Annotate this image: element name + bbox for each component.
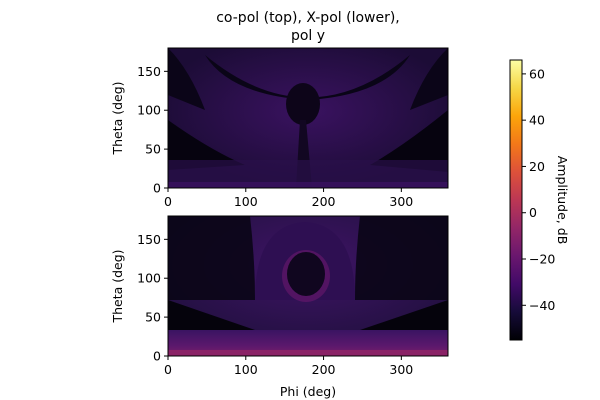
bottom-x-tick-label: 300 bbox=[389, 362, 413, 377]
colorbar-tick-label: 0 bbox=[529, 205, 537, 220]
bottom-y-tick-label: 150 bbox=[137, 232, 161, 247]
top-x-tick-label: 300 bbox=[389, 194, 413, 209]
top-y-tick-label: 100 bbox=[137, 103, 161, 118]
top-x-tick-label: 0 bbox=[164, 194, 172, 209]
bottom-y-tick-label: 50 bbox=[145, 310, 161, 325]
top-y-label: Theta (deg) bbox=[110, 81, 125, 155]
chart-title-line-2: pol y bbox=[291, 28, 325, 44]
bottom-x-label: Phi (deg) bbox=[280, 384, 336, 399]
colorbar-tick-label: −20 bbox=[529, 252, 555, 267]
top-x-tick-label: 100 bbox=[234, 194, 258, 209]
colorbar bbox=[509, 59, 523, 341]
top-y-tick-label: 150 bbox=[137, 64, 161, 79]
top-panel-frame bbox=[167, 47, 449, 189]
colorbar-label: Amplitude, dB bbox=[555, 156, 570, 245]
bottom-x-tick-label: 100 bbox=[234, 362, 258, 377]
colorbar-tick-label: 60 bbox=[529, 66, 545, 81]
top-x-tick-label: 200 bbox=[312, 194, 336, 209]
axes-layer: 0 100 200 300 0 50 100 150 0 100 200 300 0 50 100 150 bbox=[137, 64, 413, 377]
bottom-y-tick-label: 0 bbox=[153, 349, 161, 364]
bottom-panel-frame bbox=[167, 215, 449, 357]
bottom-y-tick-label: 100 bbox=[137, 271, 161, 286]
top-panel-heatmap bbox=[168, 48, 448, 188]
top-y-tick-label: 0 bbox=[153, 181, 161, 196]
bottom-x-tick-label: 0 bbox=[164, 362, 172, 377]
chart-title-line-1: co-pol (top), X-pol (lower), bbox=[216, 10, 400, 26]
colorbar-ticks: −40 −20 0 20 40 60 bbox=[522, 66, 555, 313]
bottom-x-tick-label: 200 bbox=[312, 362, 336, 377]
colorbar-tick-label: 40 bbox=[529, 113, 545, 128]
bottom-panel-heatmap bbox=[168, 216, 448, 356]
colorbar-tick-label: −40 bbox=[529, 298, 555, 313]
top-y-tick-label: 50 bbox=[145, 142, 161, 157]
colorbar-tick-label: 20 bbox=[529, 159, 545, 174]
bottom-y-label: Theta (deg) bbox=[110, 249, 125, 323]
